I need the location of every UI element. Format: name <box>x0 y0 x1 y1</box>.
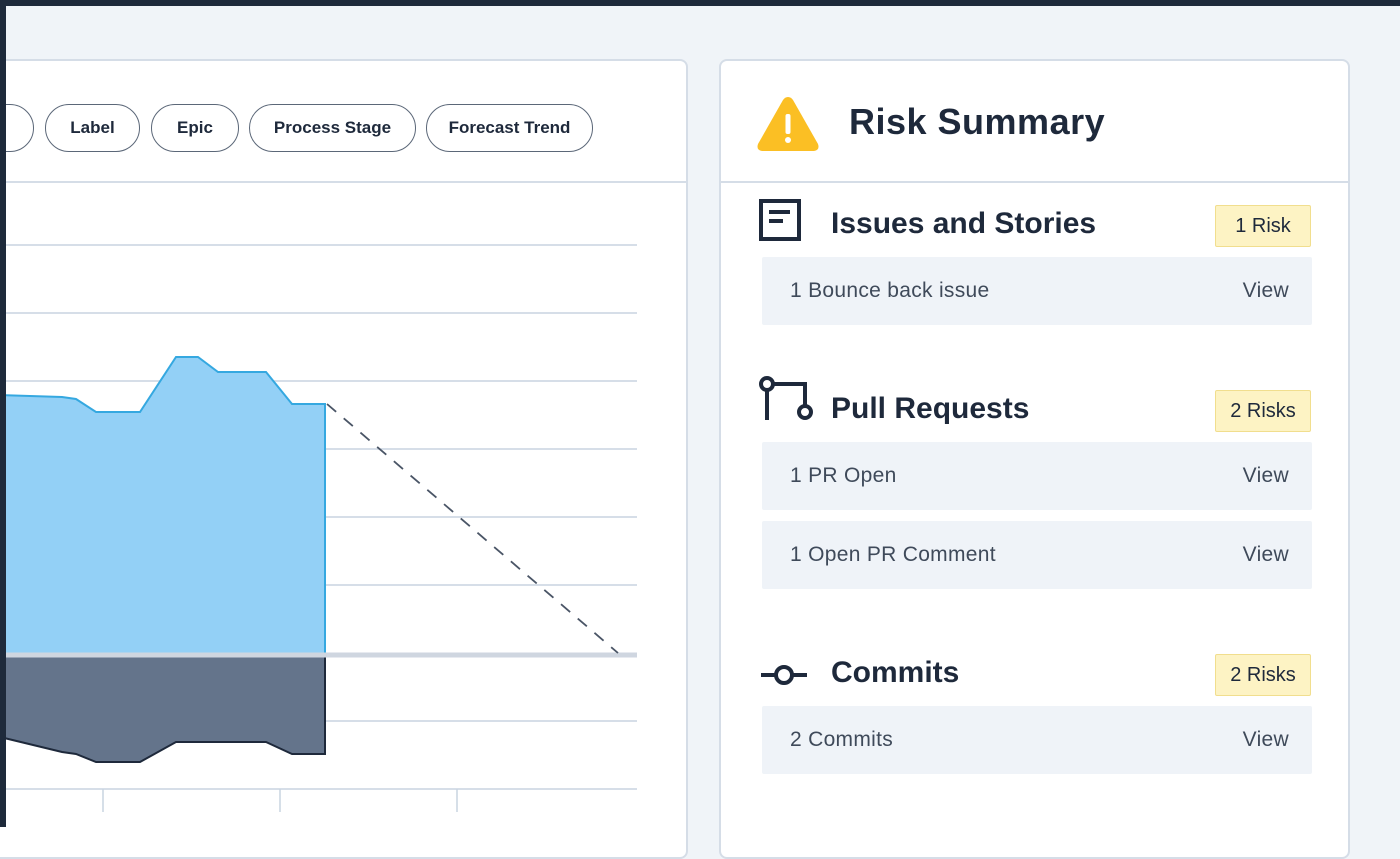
commit-icon <box>761 665 807 685</box>
item-label: 2 Commits <box>790 728 894 751</box>
x-axis-ticks <box>102 789 458 812</box>
view-link[interactable]: View <box>1242 464 1289 487</box>
section-pull-requests: Pull Requests 2 Risks <box>721 376 1348 434</box>
list-item: 1 Bounce back issue View <box>762 257 1312 325</box>
risk-summary-title: Risk Summary <box>849 101 1106 142</box>
window-left-edge <box>0 0 6 827</box>
risk-summary-panel: Risk Summary Issues and Stories 1 Risk 1… <box>719 59 1350 859</box>
risk-summary-header: Risk Summary <box>721 61 1348 183</box>
filter-bar: Label Epic Process Stage Forecast Trend <box>0 61 686 183</box>
section-commits: Commits 2 Risks <box>721 650 1348 698</box>
section-title: Commits <box>831 656 960 689</box>
risk-count-badge: 2 Risks <box>1215 654 1311 696</box>
window-top-edge <box>0 0 1400 6</box>
section-issues-and-stories: Issues and Stories 1 Risk <box>721 199 1348 249</box>
view-link[interactable]: View <box>1242 728 1289 751</box>
warning-triangle-icon <box>757 97 819 151</box>
risk-count-badge: 2 Risks <box>1215 390 1311 432</box>
list-item: 1 Open PR Comment View <box>762 521 1312 589</box>
item-label: 1 PR Open <box>790 464 897 487</box>
filter-chip-forecast-trend[interactable]: Forecast Trend <box>426 104 593 152</box>
filter-chip-process-stage[interactable]: Process Stage <box>249 104 416 152</box>
positive-area-series <box>6 356 326 656</box>
item-label: 1 Bounce back issue <box>790 279 990 302</box>
filter-chip-epic[interactable]: Epic <box>151 104 239 152</box>
item-label: 1 Open PR Comment <box>790 543 996 566</box>
list-item: 1 PR Open View <box>762 442 1312 510</box>
risk-count-badge: 1 Risk <box>1215 205 1311 247</box>
area-chart <box>6 244 637 812</box>
pull-request-icon <box>759 376 813 420</box>
list-item: 2 Commits View <box>762 706 1312 774</box>
filter-chip-label[interactable]: Label <box>45 104 140 152</box>
section-title: Issues and Stories <box>831 207 1097 240</box>
section-title: Pull Requests <box>831 392 1030 425</box>
document-icon <box>759 199 801 241</box>
forecast-trend-line <box>326 403 619 654</box>
view-link[interactable]: View <box>1242 543 1289 566</box>
view-link[interactable]: View <box>1242 279 1289 302</box>
negative-area-series <box>6 654 326 763</box>
